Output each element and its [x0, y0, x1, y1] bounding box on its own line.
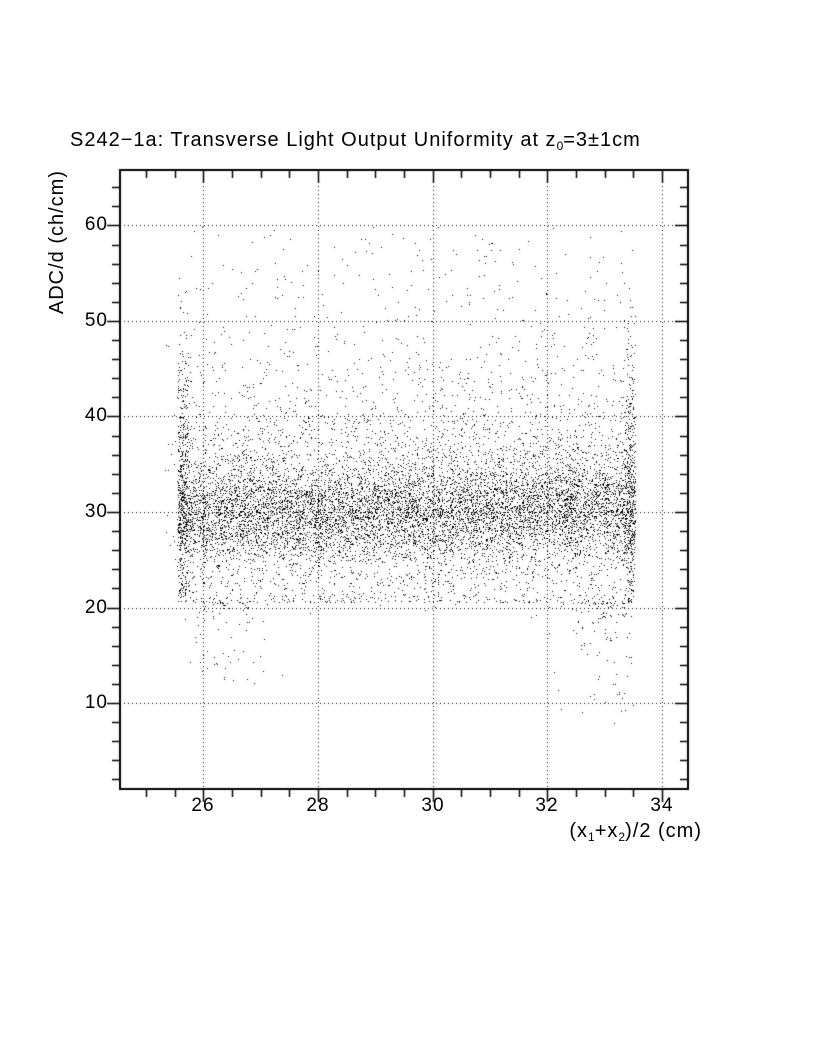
- x-tick-label: 26: [191, 795, 215, 816]
- y-axis-title: ADC/d (ch/cm): [46, 170, 68, 315]
- x-axis-title-subscript-1: 1: [588, 830, 595, 844]
- x-axis-title-text: )/2 (cm): [625, 820, 702, 842]
- x-tick-label: 34: [650, 795, 674, 816]
- x-axis-title-text: +x: [594, 820, 619, 842]
- chart-title: S242−1a: Transverse Light Output Uniform…: [70, 129, 641, 153]
- y-tick-label: 60: [84, 214, 108, 235]
- x-tick-label: 28: [306, 795, 330, 816]
- y-tick-label: 20: [84, 597, 108, 618]
- y-tick-label: 10: [84, 692, 108, 713]
- x-axis-title-text: (x: [569, 820, 589, 842]
- chart-title-text: S242−1a: Transverse Light Output Uniform…: [70, 129, 557, 151]
- y-tick-label: 40: [84, 405, 108, 426]
- y-tick-label: 30: [84, 501, 108, 522]
- y-tick-label: 50: [84, 310, 108, 331]
- chart-title-subscript: 0: [556, 139, 564, 153]
- x-axis-title-subscript-2: 2: [618, 830, 626, 844]
- x-axis-title: (x1+x2)/2 (cm): [569, 820, 702, 844]
- chart-title-suffix: =3±1cm: [563, 129, 641, 151]
- x-tick-label: 32: [535, 795, 559, 816]
- x-tick-label: 30: [421, 795, 445, 816]
